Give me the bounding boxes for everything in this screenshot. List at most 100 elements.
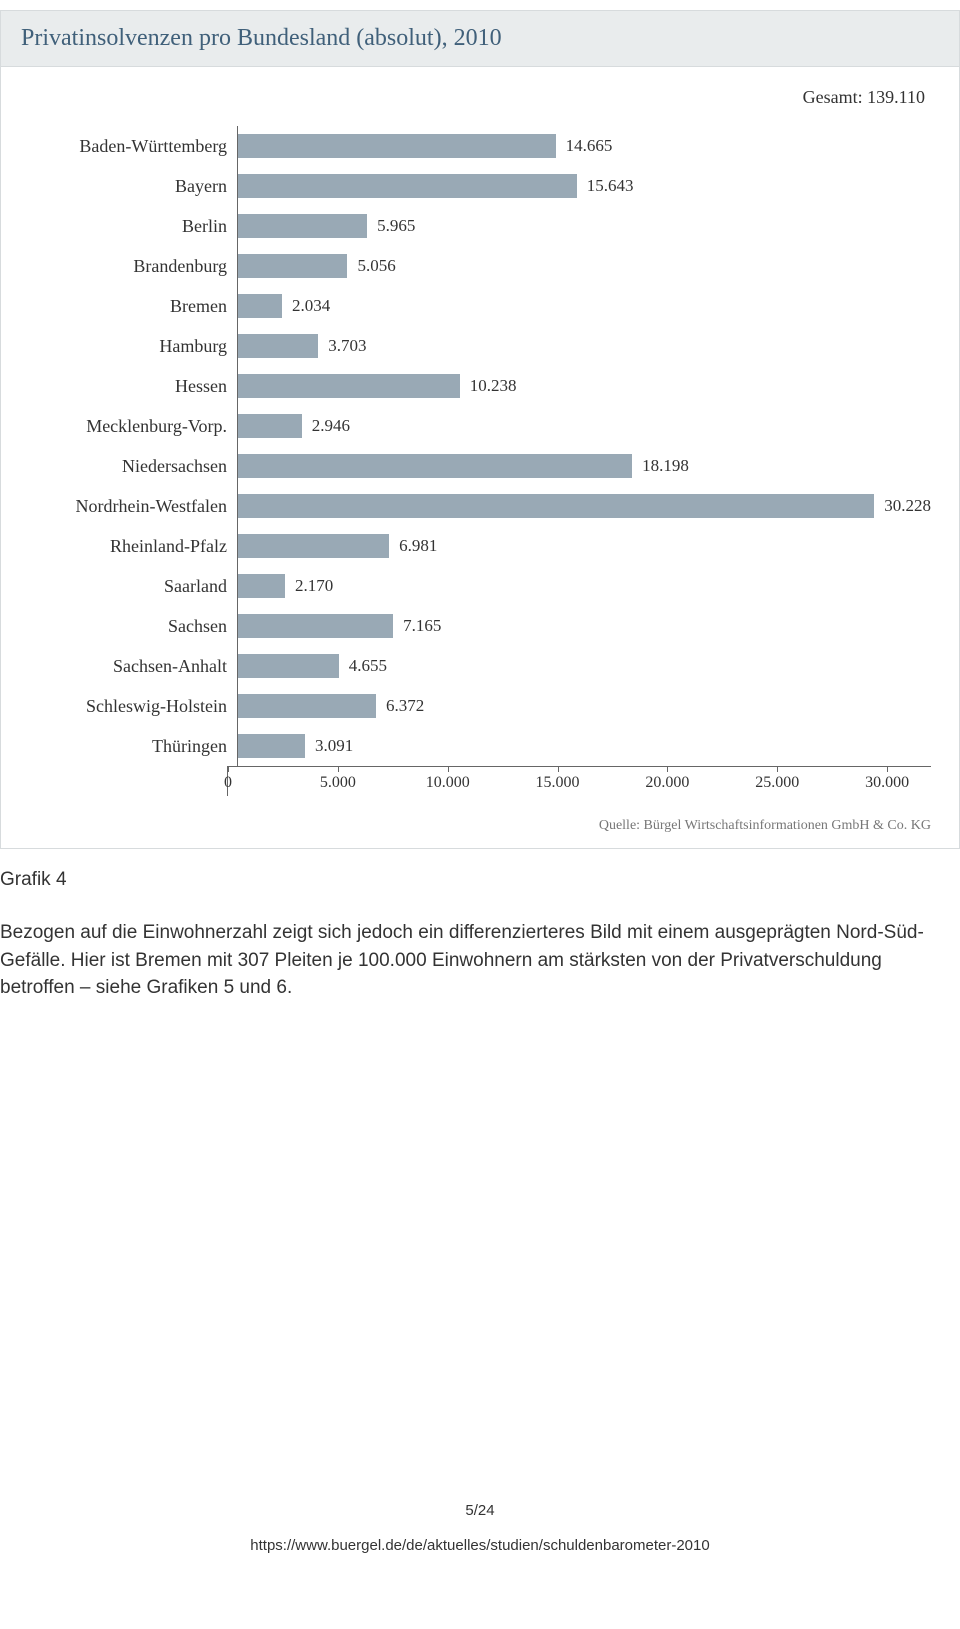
chart-body: Gesamt: 139.110 Baden-Württemberg14.665B…: [1, 67, 959, 804]
bar-track: 4.655: [237, 646, 931, 686]
bar-row: Bayern 15.643: [29, 166, 931, 206]
bar: [238, 494, 874, 518]
axis-tick: [228, 766, 229, 772]
chart-title: Privatinsolvenzen pro Bundesland (absolu…: [21, 25, 502, 51]
value-label: 18.198: [642, 456, 689, 476]
bar: [238, 734, 305, 758]
category-label: Hamburg: [29, 336, 237, 357]
bar: [238, 134, 556, 158]
bar: [238, 374, 460, 398]
bar-track: 30.228: [237, 486, 931, 526]
value-label: 5.056: [357, 256, 395, 276]
value-label: 6.981: [399, 536, 437, 556]
value-label: 2.946: [312, 416, 350, 436]
category-label: Sachsen: [29, 616, 237, 637]
axis-tick: [667, 766, 668, 772]
value-label: 6.372: [386, 696, 424, 716]
category-label: Berlin: [29, 216, 237, 237]
bar-row: Hamburg 3.703: [29, 326, 931, 366]
chart-source: Quelle: Bürgel Wirtschaftsinformationen …: [1, 804, 959, 848]
bar-track: 5.965: [237, 206, 931, 246]
bar-row: Niedersachsen 18.198: [29, 446, 931, 486]
axis-tick-label: 5.000: [320, 774, 356, 792]
value-label: 3.091: [315, 736, 353, 756]
bar: [238, 574, 285, 598]
category-label: Sachsen-Anhalt: [29, 656, 237, 677]
bar: [238, 254, 347, 278]
category-label: Hessen: [29, 376, 237, 397]
category-label: Bayern: [29, 176, 237, 197]
bar-row: Berlin 5.965: [29, 206, 931, 246]
axis-tick-label: 20.000: [645, 774, 689, 792]
footer-url: https://www.buergel.de/de/aktuelles/stud…: [0, 1537, 960, 1574]
value-label: 2.170: [295, 576, 333, 596]
axis-tick: [887, 766, 888, 772]
bar-track: 3.703: [237, 326, 931, 366]
axis-tick: [448, 766, 449, 772]
category-label: Brandenburg: [29, 256, 237, 277]
chart-frame: Privatinsolvenzen pro Bundesland (absolu…: [0, 10, 960, 849]
value-label: 4.655: [349, 656, 387, 676]
bar: [238, 294, 282, 318]
axis-tick-label: 25.000: [755, 774, 799, 792]
bar-track: 5.056: [237, 246, 931, 286]
bar-track: 6.372: [237, 686, 931, 726]
axis-tick-label: 0: [224, 774, 232, 792]
body-paragraph: Bezogen auf die Einwohnerzahl zeigt sich…: [0, 919, 960, 1002]
category-label: Nordrhein-Westfalen: [29, 496, 237, 517]
bar-row: Schleswig-Holstein6.372: [29, 686, 931, 726]
category-label: Rheinland-Pfalz: [29, 536, 237, 557]
axis-tick: [338, 766, 339, 772]
bar: [238, 614, 393, 638]
bar-row: Sachsen 7.165: [29, 606, 931, 646]
bar-row: Rheinland-Pfalz 6.981: [29, 526, 931, 566]
x-axis: 05.00010.00015.00020.00025.00030.000: [29, 766, 931, 796]
figure-caption: Grafik 4: [0, 869, 960, 891]
bar: [238, 654, 339, 678]
bar-track: 7.165: [237, 606, 931, 646]
value-label: 10.238: [470, 376, 517, 396]
bar: [238, 694, 376, 718]
bar: [238, 214, 367, 238]
category-label: Mecklenburg-Vorp.: [29, 416, 237, 437]
bar-row: Mecklenburg-Vorp. 2.946: [29, 406, 931, 446]
bar-row: Hessen 10.238: [29, 366, 931, 406]
axis-tick-label: 10.000: [426, 774, 470, 792]
category-label: Bremen: [29, 296, 237, 317]
axis-tick: [558, 766, 559, 772]
bar-row: Nordrhein-Westfalen 30.228: [29, 486, 931, 526]
bar-row: Saarland 2.170: [29, 566, 931, 606]
bar-track: 3.091: [237, 726, 931, 766]
axis-tick-label: 30.000: [865, 774, 909, 792]
bar-track: 2.170: [237, 566, 931, 606]
page-footer: 5/24 https://www.buergel.de/de/aktuelles…: [0, 1502, 960, 1574]
chart-total: Gesamt: 139.110: [29, 87, 931, 108]
plot-area: Baden-Württemberg14.665 Bayern 15.643 Berli…: [29, 126, 931, 766]
value-label: 7.165: [403, 616, 441, 636]
bar-track: 6.981: [237, 526, 931, 566]
chart-title-bar: Privatinsolvenzen pro Bundesland (absolu…: [1, 11, 959, 67]
value-label: 30.228: [884, 496, 931, 516]
value-label: 5.965: [377, 216, 415, 236]
bar-row: Sachsen-Anhalt 4.655: [29, 646, 931, 686]
axis-tick: [777, 766, 778, 772]
bar: [238, 454, 632, 478]
bar: [238, 534, 389, 558]
page-number: 5/24: [0, 1502, 960, 1519]
bar-track: 18.198: [237, 446, 931, 486]
category-label: Niedersachsen: [29, 456, 237, 477]
category-label: Saarland: [29, 576, 237, 597]
bar-row: Baden-Württemberg14.665: [29, 126, 931, 166]
bar-track: 14.665: [237, 126, 931, 166]
value-label: 3.703: [328, 336, 366, 356]
value-label: 2.034: [292, 296, 330, 316]
bar-track: 15.643: [237, 166, 931, 206]
bar-track: 10.238: [237, 366, 931, 406]
bar: [238, 174, 577, 198]
bar-track: 2.034: [237, 286, 931, 326]
value-label: 15.643: [587, 176, 634, 196]
bar-track: 2.946: [237, 406, 931, 446]
bar-row: Brandenburg 5.056: [29, 246, 931, 286]
category-label: Thüringen: [29, 736, 237, 757]
value-label: 14.665: [566, 136, 613, 156]
